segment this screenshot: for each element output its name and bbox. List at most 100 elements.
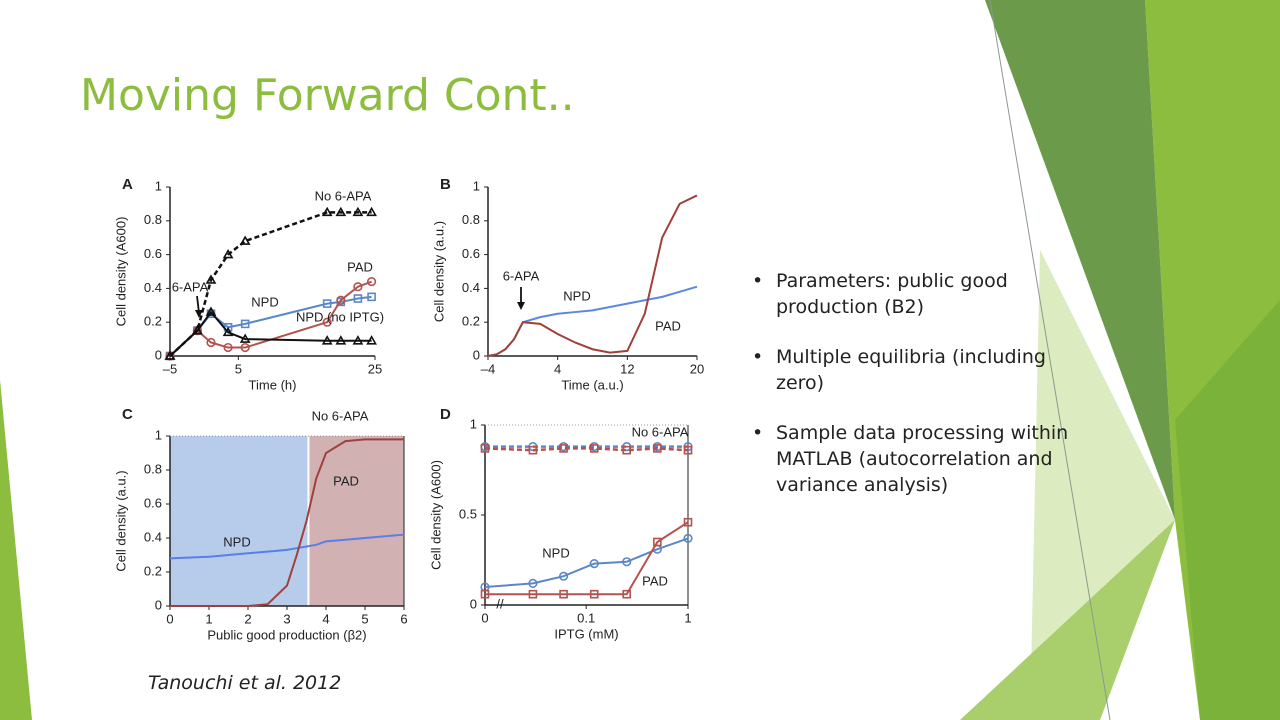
marker [353,282,363,292]
series-label: NPD [563,288,590,303]
marker [367,292,376,302]
marker [366,206,377,217]
marker [480,444,490,453]
arrow-head [195,310,203,318]
shape [985,0,1175,520]
marker [321,335,333,345]
series-line [485,521,689,596]
marker [335,335,347,345]
x-tick-label: 5 [361,611,368,626]
marker [622,445,631,455]
marker [205,274,217,284]
bullet: Parameters: public good production (B2) [752,268,1097,320]
region [170,436,309,606]
y-tick-label: 0.4 [144,529,162,544]
y-tick-label: 1 [155,178,162,193]
y-tick-label: 0 [470,596,477,611]
y-axis-label: Cell density (a.u.) [113,470,128,571]
marker [322,299,332,308]
citation: Tanouchi et al. 2012 [148,672,342,694]
y-tick-label: 1 [155,427,162,442]
marker [191,325,203,335]
x-tick-label: 4 [322,611,329,626]
x-tick-label: 3 [283,611,290,626]
marker [223,342,233,353]
annotation: No 6-APA [312,408,369,423]
annotation: 6-APA [503,268,540,283]
marker [480,589,490,599]
y-tick-label: 0.6 [144,246,162,261]
x-tick-label: 0 [166,611,173,626]
marker [164,350,176,360]
marker [352,206,364,217]
bullet: Sample data processing within MATLAB (au… [752,420,1097,498]
shape [1175,300,1280,720]
series-label: PAD [347,259,373,274]
marker [589,558,599,569]
shape [960,520,1175,720]
series-line [169,280,372,357]
series-line [170,438,404,607]
y-tick-label: 0.6 [144,495,162,510]
y-tick-label: 0 [155,597,162,612]
marker [222,326,234,337]
marker [683,445,693,455]
series-line [484,447,689,452]
annotation: 6-APA [172,279,209,294]
marker [222,248,234,259]
x-tick-label: 4 [554,361,561,376]
series-label: NPD [251,294,278,309]
series-line [169,533,405,560]
marker [206,337,216,348]
marker [366,277,377,287]
series-line [484,537,689,588]
x-tick-label: 20 [690,361,704,376]
series-label: NPD [542,545,569,560]
x-tick-label: 0 [481,610,488,625]
bullet: Multiple equilibria (including zero) [752,344,1097,396]
marker [240,342,250,353]
y-tick-label: 0.8 [144,212,162,227]
marker [322,317,332,327]
series-line [169,310,372,357]
axis-break: // [496,596,504,611]
slide-title: Moving Forward Cont.. [80,70,575,121]
panel-letter: D [440,406,451,423]
x-tick-label: 0.1 [577,610,595,625]
bullet-list: Parameters: public good production (B2) … [752,268,1097,522]
x-axis-label: Public good production (β2) [207,627,366,642]
marker [239,235,251,245]
marker [622,557,632,567]
y-tick-label: 0.4 [144,280,162,295]
y-axis-label: Cell density (a.u.) [431,221,446,322]
x-tick-label: –5 [163,361,177,376]
marker [559,589,568,599]
y-tick-label: 0.2 [144,314,162,329]
marker [240,319,250,329]
marker [559,444,568,453]
marker [653,444,662,453]
panel-letter: B [440,176,451,193]
marker [336,295,346,305]
x-tick-label: 1 [205,611,212,626]
marker [528,589,538,599]
marker [558,571,569,581]
series-label: PAD [333,473,359,488]
x-axis-label: Time (h) [249,377,297,392]
y-tick-label: 0 [473,347,480,362]
x-tick-label: 5 [235,361,242,376]
y-tick-label: 0 [155,347,162,362]
marker [528,445,538,455]
x-tick-label: –4 [481,361,495,376]
y-tick-label: 1 [473,178,480,193]
marker [683,517,693,527]
marker [352,335,364,345]
x-axis-label: IPTG (mM) [554,626,618,641]
y-axis-label: Cell density (A600) [113,217,128,327]
marker [683,533,693,544]
y-tick-label: 0.2 [144,563,162,578]
panel-letter: A [122,176,133,193]
marker [335,206,347,217]
